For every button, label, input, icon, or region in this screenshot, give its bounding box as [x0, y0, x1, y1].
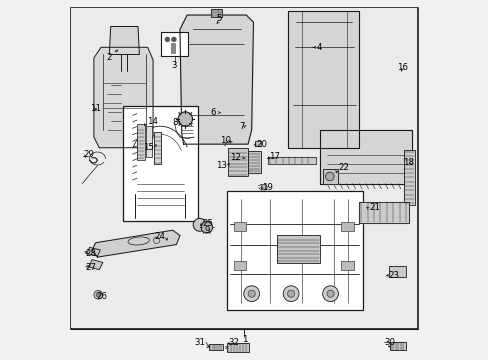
Text: 32: 32 [228, 338, 239, 347]
Polygon shape [322, 169, 337, 184]
Bar [341, 261, 353, 270]
Polygon shape [109, 27, 139, 54]
Circle shape [244, 286, 259, 302]
Polygon shape [92, 230, 180, 257]
Text: 18: 18 [402, 158, 413, 167]
Text: 9: 9 [204, 226, 209, 235]
Text: 20: 20 [255, 140, 266, 149]
Polygon shape [94, 47, 153, 148]
Bar [209, 343, 223, 350]
Circle shape [322, 286, 338, 302]
Polygon shape [88, 260, 102, 270]
Bar [211, 9, 222, 17]
Text: 27: 27 [85, 264, 96, 273]
Circle shape [164, 37, 169, 42]
Polygon shape [180, 15, 253, 144]
Text: 26: 26 [96, 292, 107, 301]
Circle shape [325, 172, 333, 181]
Circle shape [247, 290, 255, 297]
Circle shape [153, 237, 160, 243]
Text: 17: 17 [268, 152, 279, 161]
Polygon shape [86, 247, 100, 256]
Bar [154, 132, 161, 164]
Bar [161, 32, 188, 56]
Bar [227, 343, 248, 352]
Polygon shape [359, 202, 408, 223]
Bar [389, 342, 405, 350]
Text: 11: 11 [89, 104, 101, 113]
Bar [233, 261, 246, 270]
Text: 23: 23 [387, 270, 398, 279]
Bar [341, 222, 353, 231]
Text: 31: 31 [194, 338, 204, 347]
Text: 4: 4 [316, 43, 322, 52]
Text: 7: 7 [239, 122, 244, 131]
Text: 30: 30 [384, 338, 395, 347]
Text: 15: 15 [143, 143, 154, 152]
Bar [122, 107, 198, 221]
Circle shape [326, 290, 333, 297]
Bar [226, 192, 362, 310]
Bar [228, 148, 247, 176]
Polygon shape [287, 12, 359, 148]
Text: 22: 22 [338, 163, 349, 172]
Polygon shape [267, 157, 316, 164]
Text: 29: 29 [83, 150, 94, 159]
Text: 3: 3 [171, 62, 177, 71]
Text: 14: 14 [147, 117, 158, 126]
Bar [71, 8, 416, 328]
Text: 19: 19 [262, 183, 273, 192]
Bar [137, 125, 144, 160]
Text: 1: 1 [241, 335, 247, 344]
Circle shape [201, 222, 212, 233]
Text: 21: 21 [368, 203, 380, 212]
Text: 10: 10 [220, 136, 230, 145]
Text: 24: 24 [154, 232, 164, 241]
Text: 6: 6 [210, 108, 215, 117]
Polygon shape [255, 141, 260, 146]
Text: 8: 8 [172, 118, 178, 127]
Text: 25: 25 [202, 219, 213, 228]
Bar [233, 222, 246, 231]
Circle shape [287, 290, 294, 297]
Circle shape [283, 286, 298, 302]
Bar [247, 151, 260, 173]
Polygon shape [319, 130, 411, 184]
Circle shape [96, 293, 100, 297]
Bar [388, 266, 405, 277]
Bar [146, 126, 152, 157]
Circle shape [94, 291, 102, 299]
Text: 28: 28 [85, 249, 96, 258]
Circle shape [178, 112, 192, 126]
Bar [403, 149, 414, 205]
Circle shape [261, 184, 266, 190]
Bar [70, 8, 417, 329]
Circle shape [171, 37, 176, 42]
Text: 5: 5 [216, 14, 222, 23]
Circle shape [193, 219, 206, 231]
Text: 2: 2 [106, 53, 112, 62]
Bar [276, 234, 319, 263]
Bar [171, 42, 174, 53]
Text: 13: 13 [216, 161, 227, 170]
Text: 12: 12 [229, 153, 241, 162]
Text: 16: 16 [397, 63, 407, 72]
